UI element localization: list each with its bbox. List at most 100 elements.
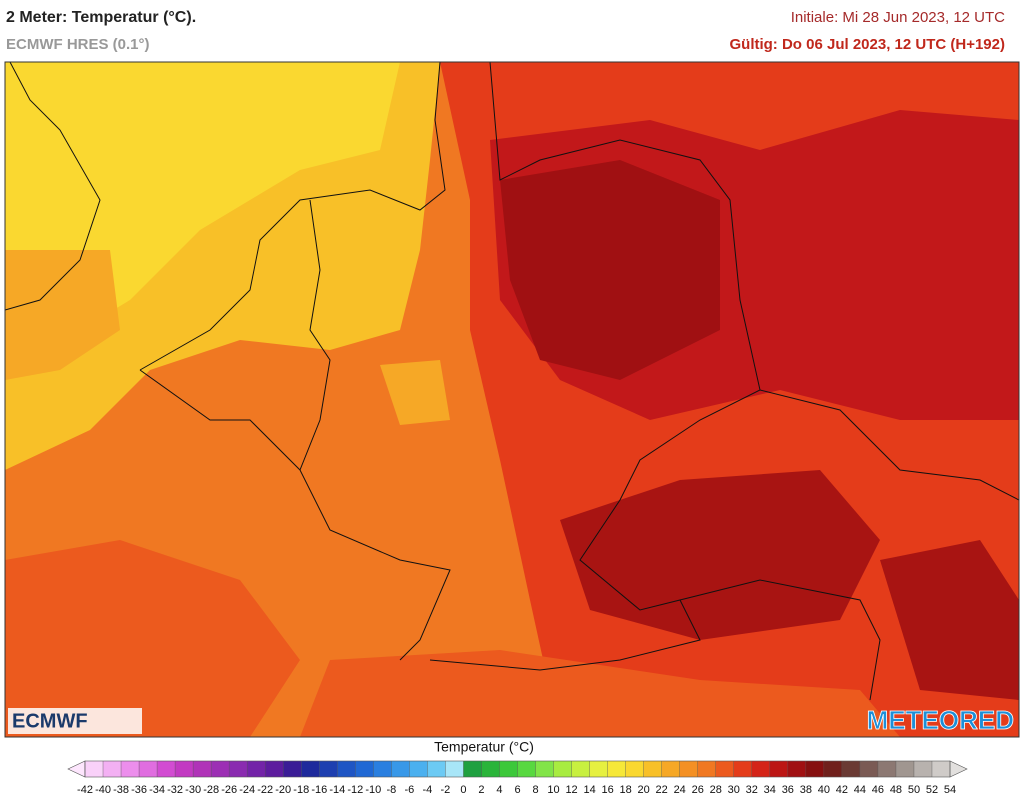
colorbar-swatch: [247, 761, 266, 777]
region-hills: [380, 360, 450, 425]
colorbar-tick-label: 18: [620, 784, 632, 796]
colorbar-swatch: [319, 761, 338, 777]
colorbar-under: [67, 760, 86, 778]
colorbar-swatch: [229, 761, 248, 777]
colorbar-tick-label: -14: [329, 784, 345, 796]
colorbar-swatch: [427, 761, 446, 777]
colorbar-swatch: [193, 761, 212, 777]
colorbar-swatch: [337, 761, 356, 777]
colorbar-swatch: [913, 761, 933, 777]
colorbar-swatch: [769, 761, 789, 777]
region-czech: [560, 470, 880, 640]
region-alps: [300, 650, 900, 737]
borders: [5, 62, 1019, 701]
colorbar-swatch: [409, 761, 428, 777]
colorbar-swatch: [661, 761, 680, 777]
colorbar-swatch: [697, 761, 717, 777]
region-france: [5, 540, 300, 737]
colorbar-swatch: [841, 761, 861, 777]
colorbar-swatch: [607, 761, 626, 777]
title: 2 Meter: Temperatur (°C).: [6, 9, 196, 26]
logo-meteored: METEORED: [867, 705, 1014, 735]
colorbar-tick-label: -28: [203, 784, 219, 796]
colorbar-tick-label: 12: [565, 784, 577, 796]
colorbar-tick-label: 42: [836, 784, 848, 796]
colorbar-swatch: [445, 761, 464, 777]
colorbar-tick-label: -20: [275, 784, 291, 796]
colorbar-swatch: [481, 761, 500, 777]
colorbar-swatch: [373, 761, 392, 777]
colorbar-swatch: [589, 761, 608, 777]
colorbar-swatch: [283, 761, 302, 777]
colorbar-swatch: [301, 761, 320, 777]
colorbar-tick-label: -2: [441, 784, 451, 796]
colorbar-over: [949, 760, 968, 778]
colorbar-swatch: [733, 761, 753, 777]
colorbar-swatch: [895, 761, 915, 777]
colorbar-tick-label: 52: [926, 784, 938, 796]
init-time: Initiale: Mi 28 Jun 2023, 12 UTC: [791, 9, 1005, 26]
colorbar-swatch: [535, 761, 554, 777]
colorbar: -42 -40 -38 -36 -34 -32 -30 -28 -26 -24 -22 -20 -18-…: [67, 760, 968, 796]
colorbar-tick-label: -40: [95, 784, 111, 796]
logo-left-bg: [8, 708, 142, 734]
region-east: [880, 540, 1019, 700]
colorbar-swatch: [139, 761, 158, 777]
map: ECMWF METEORED: [4, 61, 1020, 738]
colorbar-tick-label: -10: [365, 784, 381, 796]
colorbar-tick-label: -8: [386, 784, 396, 796]
colorbar-swatch: [625, 761, 644, 777]
colorbar-swatch: [571, 761, 590, 777]
colorbar-swatch: [211, 761, 230, 777]
map-frame: [4, 61, 1020, 738]
colorbar-tick-label: 28: [710, 784, 722, 796]
colorbar-tick-label: 0: [460, 784, 466, 796]
valid-time: Gültig: Do 06 Jul 2023, 12 UTC (H+192): [729, 36, 1005, 53]
colorbar-tick-label: -16: [311, 784, 327, 796]
colorbar-tick-label: 2: [478, 784, 484, 796]
colorbar-tick-label: 20: [638, 784, 650, 796]
colorbar-swatch: [553, 761, 572, 777]
colorbar-tick-label: 44: [854, 784, 866, 796]
colorbar-tick-label: -12: [347, 784, 363, 796]
colorbar-tick-label: 8: [532, 784, 538, 796]
colorbar-swatch: [931, 761, 951, 777]
colorbar-tick-label: 36: [782, 784, 794, 796]
colorbar-swatch: [103, 761, 122, 777]
colorbar-swatch: [121, 761, 140, 777]
colorbar-swatch: [463, 761, 482, 777]
logo-ecmwf: ECMWF: [12, 710, 88, 732]
colorbar-swatch: [517, 761, 536, 777]
colorbar-tick-label: 14: [583, 784, 595, 796]
colorbar-tick-label: -24: [239, 784, 255, 796]
colorbar-tick-label: -6: [404, 784, 414, 796]
colorbar-tick-label: 48: [890, 784, 902, 796]
colorbar-tick-label: 24: [674, 784, 686, 796]
colorbar-swatch: [643, 761, 662, 777]
colorbar-tick-label: -34: [149, 784, 165, 796]
colorbar-title: Temperatur (°C): [434, 739, 534, 755]
colorbar-tick-label: 30: [728, 784, 740, 796]
colorbar-swatch: [787, 761, 807, 777]
region-hottest: [500, 160, 720, 380]
colorbar-tick-label: 16: [601, 784, 613, 796]
colorbar-tick-label: -36: [131, 784, 147, 796]
colorbar-tick-label: -26: [221, 784, 237, 796]
colorbar-tick-label: -30: [185, 784, 201, 796]
model: ECMWF HRES (0.1°): [6, 36, 150, 53]
colorbar-swatch: [679, 761, 699, 777]
colorbar-tick-label: 22: [656, 784, 668, 796]
colorbar-swatch: [391, 761, 410, 777]
colorbar-tick-label: -32: [167, 784, 183, 796]
colorbar-swatch: [859, 761, 879, 777]
colorbar-swatch: [355, 761, 374, 777]
colorbar-tick-label: 40: [818, 784, 830, 796]
colorbar-swatch: [751, 761, 771, 777]
region-england: [5, 250, 120, 380]
colorbar-tick-label: -42: [77, 784, 93, 796]
colorbar-swatch: [877, 761, 897, 777]
colorbar-tick-label: 10: [547, 784, 559, 796]
colorbar-swatch: [175, 761, 194, 777]
colorbar-tick-label: 38: [800, 784, 812, 796]
